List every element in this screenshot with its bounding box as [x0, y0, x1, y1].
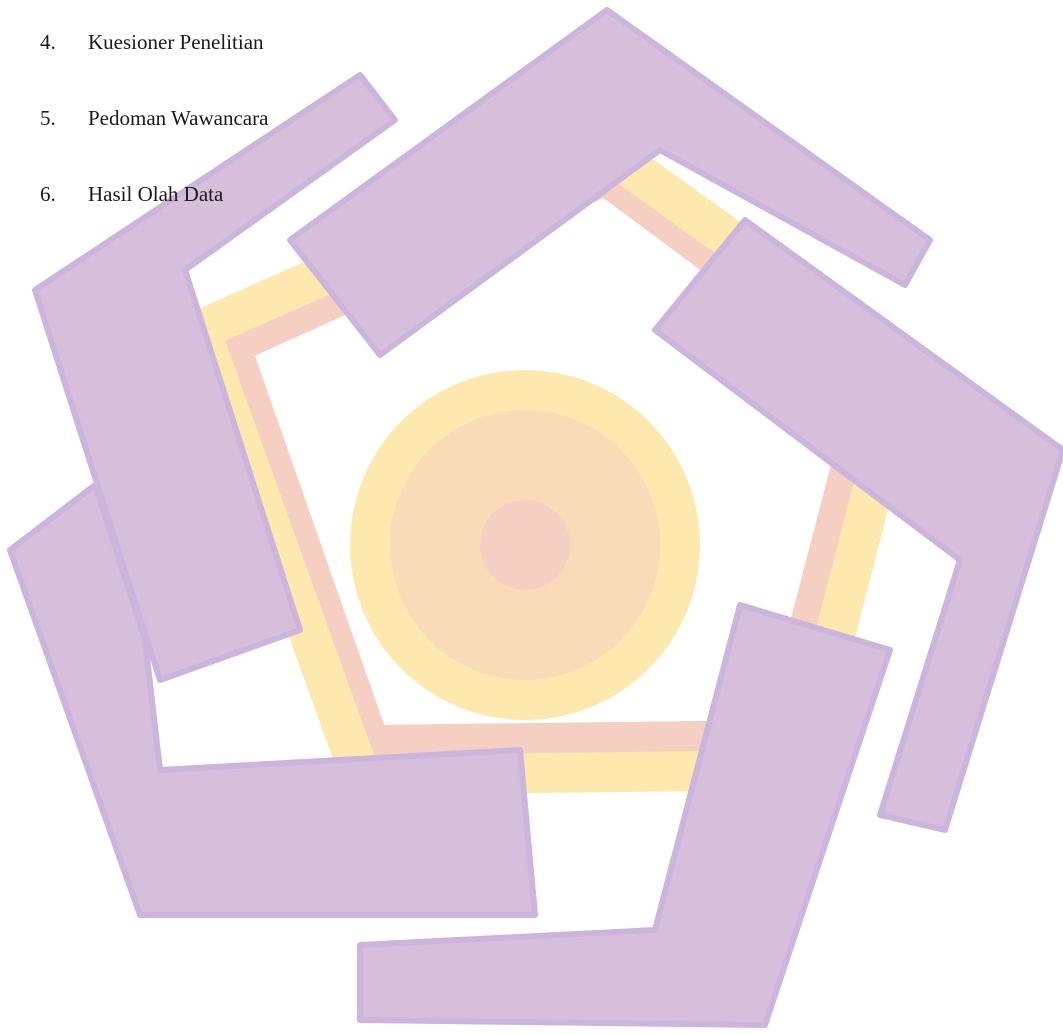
logo-arm-right — [652, 217, 1063, 833]
list-item-number: 5. — [40, 106, 56, 130]
list-item-number: 4. — [40, 30, 56, 54]
logo-arm-bottom — [357, 602, 893, 1028]
logo-arm-top — [287, 7, 933, 358]
list-item: 5. Pedoman Wawancara — [40, 106, 268, 134]
logo-arm-upper-left — [32, 72, 398, 683]
logo-arm-lower-left — [7, 482, 538, 918]
list-item-number: 6. — [40, 182, 56, 206]
logo-circle-inner — [480, 500, 570, 590]
appendix-list: 4. Kuesioner Penelitian 5. Pedoman Wawan… — [40, 30, 268, 258]
list-item: 4. Kuesioner Penelitian — [40, 30, 268, 58]
list-item-text: Hasil Olah Data — [88, 182, 224, 206]
list-item-text: Pedoman Wawancara — [88, 106, 269, 130]
list-item-text: Kuesioner Penelitian — [88, 30, 264, 54]
list-item: 6. Hasil Olah Data — [40, 182, 268, 210]
